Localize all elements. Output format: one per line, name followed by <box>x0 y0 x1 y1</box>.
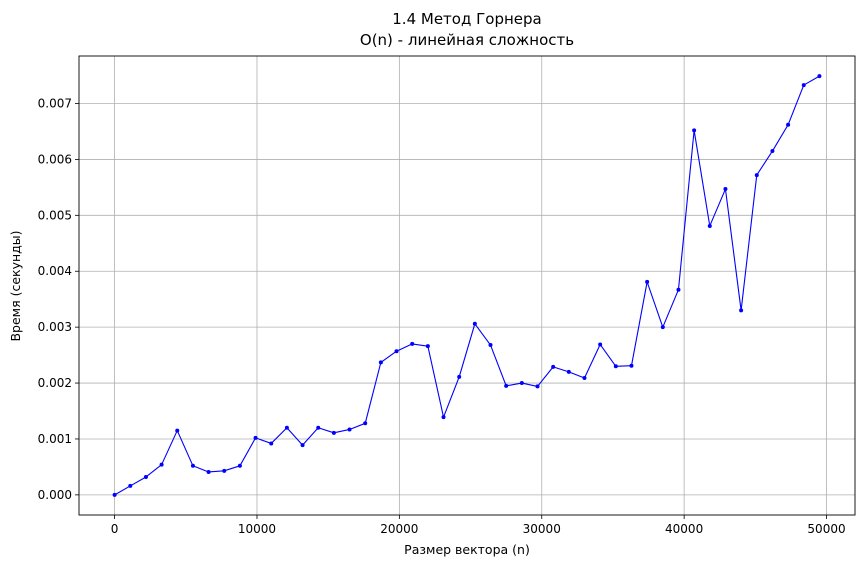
data-point <box>316 425 321 430</box>
series-line <box>114 75 820 496</box>
data-point <box>801 83 806 88</box>
data-point <box>598 342 603 347</box>
data-point <box>284 425 289 430</box>
data-point <box>457 374 462 379</box>
x-axis-label: Размер вектора (n) <box>404 542 530 557</box>
data-point <box>410 341 415 346</box>
x-tick-label: 50000 <box>807 522 845 536</box>
data-point <box>582 376 587 381</box>
data-point <box>613 364 618 369</box>
data-point <box>253 435 258 440</box>
y-tick-label: 0.007 <box>38 97 72 111</box>
y-tick-label: 0.005 <box>38 208 72 222</box>
x-tick-label: 20000 <box>380 522 418 536</box>
data-point <box>143 474 148 479</box>
data-point <box>488 343 493 348</box>
y-tick-label: 0.006 <box>38 152 72 166</box>
y-axis-ticks: 0.000 0.001 0.002 0.003 0.004 0.005 0.006 0.007 <box>38 97 79 502</box>
x-tick-label: 10000 <box>238 522 276 536</box>
data-point <box>707 223 712 228</box>
data-point <box>519 381 524 386</box>
data-point <box>786 122 791 127</box>
data-point <box>504 383 509 388</box>
axes-frame <box>78 55 856 516</box>
grid <box>79 56 855 515</box>
data-point <box>394 349 399 354</box>
y-tick-label: 0.004 <box>38 264 72 278</box>
data-point <box>535 384 540 389</box>
data-point <box>206 469 211 474</box>
data-point <box>660 325 665 330</box>
x-tick-label: 30000 <box>523 522 561 536</box>
data-point <box>472 321 477 326</box>
x-axis-ticks: 0 10000 20000 30000 40000 50000 <box>111 515 846 536</box>
chart-subtitle: O(n) - линейная сложность <box>360 31 574 49</box>
data-point <box>175 428 180 433</box>
data-point <box>441 415 446 420</box>
data-point <box>363 421 368 426</box>
data-point <box>817 74 822 79</box>
x-tick-label: 0 <box>111 522 119 536</box>
data-point <box>629 363 634 368</box>
data-point <box>754 173 759 178</box>
data-point <box>331 430 336 435</box>
data-point <box>159 462 164 467</box>
data-point <box>269 441 274 446</box>
data-point <box>190 463 195 468</box>
data-point <box>551 364 556 369</box>
data-point <box>770 149 775 154</box>
y-axis-label: Время (секунды) <box>8 230 23 341</box>
data-point <box>378 360 383 365</box>
chart-title: 1.4 Метод Горнера <box>392 10 541 28</box>
y-tick-label: 0.000 <box>38 488 72 502</box>
data-point <box>723 187 728 192</box>
x-tick-label: 40000 <box>665 522 703 536</box>
data-point <box>645 279 650 284</box>
data-point <box>739 308 744 313</box>
data-point <box>347 427 352 432</box>
data-point <box>112 492 117 497</box>
data-point <box>300 443 305 448</box>
data-point <box>692 128 697 133</box>
data-point <box>222 468 227 473</box>
series-layer <box>112 74 822 497</box>
data-point <box>425 344 430 349</box>
data-point <box>128 483 133 488</box>
data-point <box>566 369 571 374</box>
y-tick-label: 0.001 <box>38 432 72 446</box>
data-point <box>676 287 681 292</box>
y-tick-label: 0.003 <box>38 320 72 334</box>
y-tick-label: 0.002 <box>38 376 72 390</box>
data-point <box>237 463 242 468</box>
